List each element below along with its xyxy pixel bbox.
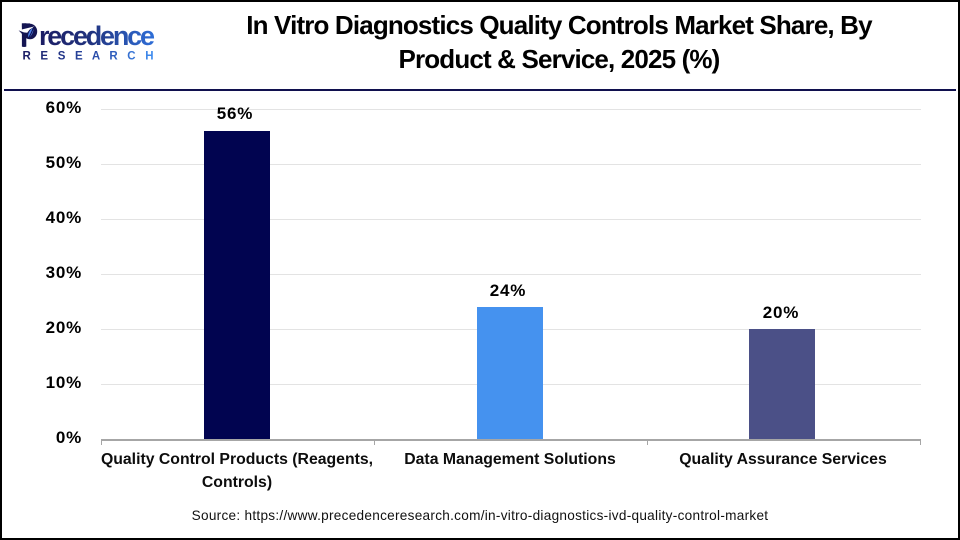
- svg-text:recedence: recedence: [39, 21, 155, 51]
- svg-text:R E S E A R C H: R E S E A R C H: [23, 51, 154, 63]
